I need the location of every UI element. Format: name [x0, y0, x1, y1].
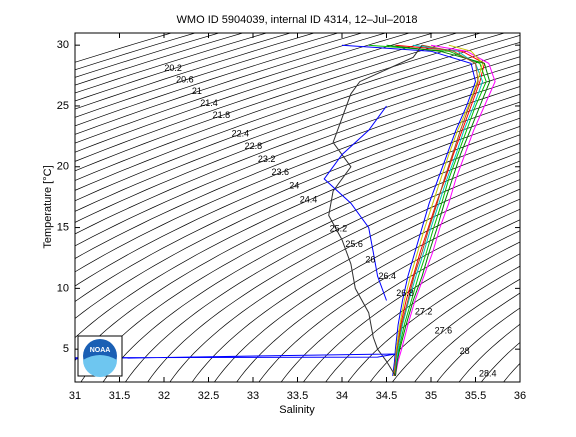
profile-line: [394, 44, 484, 376]
x-tick-label: 33: [247, 390, 259, 402]
density-contour: [75, 49, 520, 212]
density-contour: [75, 56, 520, 223]
density-contour: [280, 219, 520, 382]
density-contour: [75, 86, 520, 273]
density-contour: [325, 241, 520, 382]
density-contour: [147, 160, 520, 382]
contour-label: 22.8: [245, 141, 263, 151]
density-contour: [191, 179, 520, 382]
density-contour: [258, 208, 520, 382]
contour-label: 21.8: [213, 110, 231, 120]
density-contour: [75, 41, 520, 202]
profile-line: [75, 353, 396, 360]
contour-label: 22.4: [232, 128, 250, 138]
density-contour: [75, 34, 520, 191]
density-contour: [75, 33, 338, 118]
logo: NOAA: [77, 335, 123, 377]
x-tick-label: 31: [69, 390, 81, 402]
contour-label: 25.2: [330, 224, 348, 234]
density-contour: [75, 33, 267, 94]
density-contour: [347, 253, 520, 382]
x-tick-label: 34: [336, 390, 348, 402]
contour-label: 23.2: [258, 154, 276, 164]
density-contour: [75, 33, 410, 144]
density-contour: [75, 117, 520, 339]
contour-label: 28.4: [479, 369, 497, 379]
contour-label: 20.2: [164, 63, 182, 73]
density-contour: [75, 33, 386, 135]
y-axis-label: Temperature [°C]: [42, 165, 54, 248]
density-contour: [369, 265, 520, 382]
x-tick-label: 32: [158, 390, 170, 402]
x-tick-label: 31.5: [109, 390, 130, 402]
density-contour: [75, 126, 520, 362]
density-contour: [436, 307, 520, 382]
chart-title: WMO ID 5904039, internal ID 4314, 12–Jul…: [177, 14, 418, 26]
contour-label: 27.2: [415, 306, 433, 316]
contour-label: 21: [192, 86, 202, 96]
density-contour: [303, 230, 520, 382]
profile-line: [394, 44, 496, 376]
y-tick-label: 25: [57, 100, 69, 112]
contour-label: 24.4: [300, 195, 318, 205]
density-contour: [75, 33, 315, 110]
density-contour: [75, 33, 481, 172]
density-contour: [392, 278, 520, 382]
density-contour: [75, 33, 505, 181]
density-contour: [236, 198, 520, 382]
density-contour: [80, 134, 520, 382]
profiles: [75, 44, 496, 377]
x-tick-label: 36: [514, 390, 526, 402]
density-contour: [75, 71, 520, 247]
contour-label: 28: [460, 346, 470, 356]
y-tick-label: 15: [57, 221, 69, 233]
y-tick-label: 20: [57, 161, 69, 173]
logo-text: NOAA: [90, 347, 111, 354]
contour-label: 27.6: [435, 326, 453, 336]
x-axis-label: Salinity: [279, 404, 315, 416]
logo-wave: [83, 355, 117, 377]
density-contour: [75, 93, 520, 287]
contour-label: 26.4: [379, 271, 397, 281]
profile-line: [341, 44, 477, 376]
profile-line: [386, 44, 491, 376]
profile-line: [323, 105, 387, 301]
profile-line: [368, 44, 487, 376]
contours: [75, 33, 520, 382]
x-tick-label: 35.5: [465, 390, 486, 402]
contour-label: 26: [365, 255, 375, 265]
density-contour: [125, 151, 520, 382]
x-tick-label: 32.5: [198, 390, 219, 402]
density-contour: [75, 109, 520, 319]
density-contour: [214, 188, 520, 382]
density-contour: [75, 33, 433, 153]
x-tick-label: 34.5: [376, 390, 397, 402]
density-contour: [102, 142, 520, 382]
density-contour: [75, 33, 457, 162]
density-contour: [75, 33, 291, 102]
contour-label: 24: [289, 181, 299, 191]
density-contour: [414, 292, 520, 382]
profile-line: [394, 44, 479, 376]
contour-label: 21.4: [200, 98, 218, 108]
y-tick-label: 5: [63, 343, 69, 355]
profile-line: [328, 44, 423, 377]
density-contour: [75, 101, 520, 302]
contour-label: 25.6: [345, 239, 363, 249]
profile-line: [393, 44, 485, 376]
y-tick-label: 30: [57, 39, 69, 51]
contour-label: 20.6: [176, 75, 194, 85]
profile-line: [393, 44, 484, 376]
density-contour: [75, 63, 520, 235]
x-tick-label: 33.5: [287, 390, 308, 402]
x-tick-label: 35: [425, 390, 437, 402]
density-contour: [75, 33, 362, 127]
y-tick-label: 10: [57, 282, 69, 294]
axes-box: [74, 32, 521, 383]
contour-label: 26.8: [396, 288, 414, 298]
contour-label: 23.6: [272, 167, 290, 177]
